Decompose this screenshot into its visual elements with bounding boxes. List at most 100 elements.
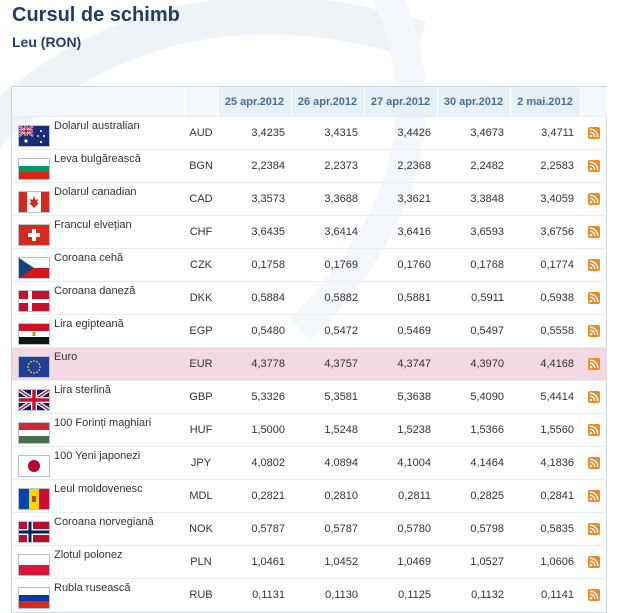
currency-code: EUR [184, 347, 218, 381]
rss-feed-icon[interactable] [587, 358, 600, 371]
currency-name[interactable]: Euro [54, 351, 78, 363]
rss-feed-icon[interactable] [587, 193, 600, 206]
rate-value: 0,5881 [364, 281, 437, 315]
table-row: Dolarul australian AUD 3,4235 3,4315 3,4426 3… [12, 116, 607, 150]
rate-value: 1,0527 [437, 545, 510, 579]
currency-name[interactable]: 100 Yeni japonezi [54, 450, 141, 462]
rate-value: 0,1141 [510, 578, 580, 612]
canada-flag-icon [18, 191, 50, 213]
rate-value: 3,4673 [437, 116, 510, 150]
rss-feed-icon[interactable] [587, 292, 600, 305]
currency-name[interactable]: Lira egipteană [54, 318, 124, 330]
currency-name[interactable]: Coroana norvegiană [54, 516, 154, 528]
switzerland-flag-icon [18, 224, 50, 246]
rss-feed-icon[interactable] [587, 589, 600, 602]
table-row: Leva bulgărească BGN 2,2384 2,2373 2,2368 2,2… [12, 149, 607, 183]
rate-value: 2,2373 [291, 149, 364, 183]
rate-value: 3,3688 [291, 182, 364, 216]
header-date[interactable]: 25 apr.2012 [218, 87, 292, 117]
rss-feed-icon[interactable] [587, 424, 600, 437]
currency-code: RUB [184, 578, 218, 612]
rate-value: 0,1125 [364, 578, 437, 612]
currency-code: BGN [184, 149, 218, 183]
rate-value: 0,1760 [364, 248, 437, 282]
currency-name[interactable]: Rubla rusească [54, 582, 131, 594]
currency-cell: Dolarul australian [12, 116, 184, 150]
rss-feed-icon[interactable] [587, 226, 600, 239]
hungary-flag-icon [18, 422, 50, 444]
header-date[interactable]: 26 apr.2012 [291, 87, 365, 117]
rate-value: 0,5780 [364, 512, 437, 546]
rate-value: 0,2811 [364, 479, 437, 513]
table-row: Coroana norvegiană NOK 0,5787 0,5787 0,5780 0… [12, 512, 607, 546]
rate-value: 0,5558 [510, 314, 580, 348]
currency-name[interactable]: Francul elvețian [54, 219, 132, 231]
exchange-rate-table: 25 apr.2012 26 apr.2012 27 apr.2012 30 a… [12, 87, 608, 612]
rate-value: 3,4426 [364, 116, 437, 150]
rate-value: 1,0461 [218, 545, 291, 579]
rate-value: 4,4168 [510, 347, 580, 381]
rate-value: 0,5469 [364, 314, 437, 348]
header-date[interactable]: 30 apr.2012 [437, 87, 511, 117]
rate-value: 0,2841 [510, 479, 580, 513]
currency-code: EGP [184, 314, 218, 348]
rate-value: 0,5884 [218, 281, 291, 315]
table-row: Lira egipteană EGP 0,5480 0,5472 0,5469 0,549… [12, 314, 607, 348]
rate-value: 1,0469 [364, 545, 437, 579]
rss-feed-icon[interactable] [587, 457, 600, 470]
rate-value: 5,4414 [510, 380, 580, 414]
rss-feed-icon[interactable] [587, 391, 600, 404]
currency-code: JPY [184, 446, 218, 480]
russia-flag-icon [18, 587, 50, 609]
currency-name[interactable]: Leul moldovenesc [54, 483, 143, 495]
table-row: Coroana cehă CZK 0,1758 0,1769 0,1760 0,1768 0… [12, 248, 607, 282]
header-code [184, 87, 219, 117]
rss-cell [580, 512, 607, 546]
currency-name[interactable]: Zlotul polonez [54, 549, 123, 561]
header-currency [12, 87, 185, 117]
rate-value: 0,1769 [291, 248, 364, 282]
rss-feed-icon[interactable] [587, 490, 600, 503]
rate-value: 1,5560 [510, 413, 580, 447]
rate-value: 0,2825 [437, 479, 510, 513]
currency-name[interactable]: 100 Forinți maghiari [54, 417, 152, 429]
currency-name[interactable]: Coroana daneză [54, 285, 136, 297]
rss-feed-icon[interactable] [587, 556, 600, 569]
currency-cell: Leul moldovenesc [12, 479, 184, 513]
rate-value: 4,3747 [364, 347, 437, 381]
rate-value: 4,3757 [291, 347, 364, 381]
moldova-flag-icon [18, 488, 50, 510]
currency-code: HUF [184, 413, 218, 447]
rate-value: 0,5938 [510, 281, 580, 315]
header-date[interactable]: 27 apr.2012 [364, 87, 438, 117]
currency-name[interactable]: Dolarul australian [54, 120, 140, 132]
rss-feed-icon[interactable] [587, 160, 600, 173]
rss-feed-icon[interactable] [587, 523, 600, 536]
rss-cell [580, 347, 607, 381]
currency-name[interactable]: Leva bulgărească [54, 153, 141, 165]
rate-value: 0,1774 [510, 248, 580, 282]
currency-code: MDL [184, 479, 218, 513]
table-row: Francul elvețian CHF 3,6435 3,6414 3,6416 3,6… [12, 215, 607, 249]
rate-value: 2,2482 [437, 149, 510, 183]
header-date[interactable]: 2 mai.2012 [510, 87, 581, 117]
rss-feed-icon[interactable] [587, 325, 600, 338]
currency-name[interactable]: Dolarul canadian [54, 186, 137, 198]
currency-name[interactable]: Coroana cehă [54, 252, 124, 264]
rss-cell [580, 149, 607, 183]
currency-name[interactable]: Lira sterlină [54, 384, 111, 396]
rate-value: 4,0894 [291, 446, 364, 480]
rate-value: 0,1768 [437, 248, 510, 282]
rate-value: 4,3778 [218, 347, 291, 381]
rss-feed-icon[interactable] [587, 259, 600, 272]
rate-value: 0,1132 [437, 578, 510, 612]
rss-feed-icon[interactable] [587, 127, 600, 140]
currency-cell: Lira sterlină [12, 380, 184, 414]
rate-value: 0,2821 [218, 479, 291, 513]
rate-value: 2,2583 [510, 149, 580, 183]
australia-flag-icon [18, 125, 50, 147]
currency-code: GBP [184, 380, 218, 414]
rss-cell [580, 380, 607, 414]
rate-value: 1,0452 [291, 545, 364, 579]
rate-value: 5,3326 [218, 380, 291, 414]
